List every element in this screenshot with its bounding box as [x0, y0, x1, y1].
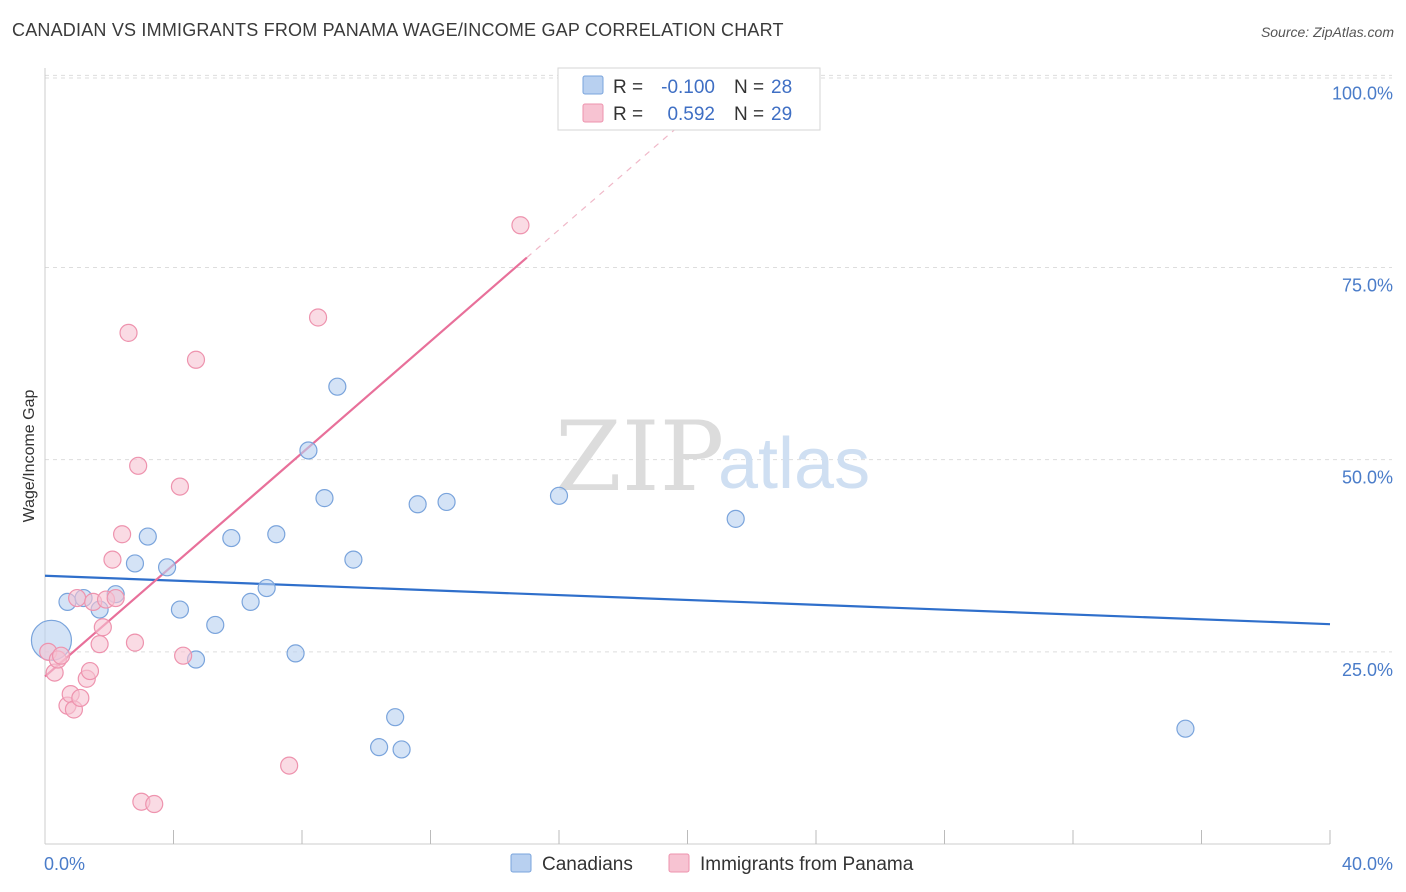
legend-r-label-1: R = [613, 77, 643, 98]
point-pink [129, 456, 148, 475]
point-blue [726, 509, 745, 528]
point-pink [174, 646, 193, 665]
point-blue [157, 558, 177, 577]
series-legend-swatch-panama [668, 853, 690, 873]
trend-line-blue [44, 574, 1331, 626]
point-blue [437, 492, 456, 512]
legend-r-label-2: R = [613, 104, 643, 125]
trend-line-pink [44, 256, 528, 678]
y-tick-label: 50.0% [1342, 468, 1393, 488]
correlation-legend: R = -0.100 N = 28 R = 0.592 N = 29 [557, 67, 821, 131]
point-pink [280, 756, 299, 775]
series-legend-swatch-canadians [510, 853, 532, 873]
point-pink [93, 618, 112, 637]
point-pink [186, 350, 206, 369]
point-blue [315, 489, 334, 508]
legend-swatch-panama [582, 103, 604, 123]
point-pink [103, 550, 122, 569]
point-blue [257, 578, 276, 598]
point-pink [119, 323, 138, 342]
point-blue [222, 528, 241, 548]
point-blue [1176, 719, 1195, 738]
y-axis-label: Wage/Income Gap [21, 390, 38, 523]
data-points [30, 216, 1195, 814]
legend-swatch-canadians [582, 75, 604, 95]
point-blue [286, 644, 305, 663]
point-blue [408, 495, 427, 514]
point-blue [299, 441, 318, 460]
point-pink [308, 308, 328, 327]
point-blue [392, 740, 411, 759]
legend-r-value-1: -0.100 [661, 77, 715, 98]
point-pink [68, 588, 87, 608]
watermark-zip: ZIP [555, 401, 724, 513]
legend-n-value-1: 28 [771, 77, 792, 98]
point-pink [112, 525, 132, 544]
point-blue [328, 377, 347, 396]
point-blue [386, 708, 405, 727]
y-tick-label: 75.0% [1342, 276, 1393, 296]
point-blue [267, 525, 286, 544]
point-pink [145, 794, 164, 814]
series-legend-label-canadians: Canadians [542, 854, 633, 875]
point-pink [71, 688, 90, 708]
point-blue [344, 550, 363, 569]
x-ticks [173, 830, 1331, 844]
point-blue [138, 527, 157, 546]
y-tick-labels: 25.0% 50.0% 75.0% 100.0% [1332, 83, 1393, 679]
source-label: Source: ZipAtlas.com [1260, 24, 1394, 40]
point-pink [51, 646, 71, 665]
point-pink [90, 635, 109, 654]
watermark-atlas: atlas [718, 424, 870, 504]
legend-n-label-1: N = [734, 77, 764, 98]
y-tick-label: 25.0% [1342, 660, 1393, 680]
legend-n-label-2: N = [734, 104, 764, 125]
x-tick-label-min: 0.0% [44, 854, 85, 874]
point-pink [170, 477, 190, 496]
point-blue [125, 554, 145, 573]
trend-lines [44, 90, 1331, 678]
point-blue [206, 615, 225, 635]
legend-r-value-2: 0.592 [667, 104, 715, 125]
grid-lines [45, 74, 1392, 653]
legend-n-value-2: 29 [771, 104, 792, 125]
series-legend: Canadians Immigrants from Panama [510, 853, 914, 875]
series-legend-label-panama: Immigrants from Panama [700, 854, 914, 875]
point-blue [241, 592, 260, 611]
chart-title: CANADIAN VS IMMIGRANTS FROM PANAMA WAGE/… [12, 20, 784, 40]
x-tick-label-max: 40.0% [1342, 854, 1393, 874]
point-pink [511, 216, 530, 235]
point-pink [80, 661, 100, 681]
point-pink [125, 633, 145, 652]
point-blue [370, 738, 389, 757]
y-tick-label: 100.0% [1332, 83, 1393, 103]
point-blue [170, 600, 190, 619]
point-pink [106, 588, 125, 608]
point-blue [549, 486, 569, 505]
